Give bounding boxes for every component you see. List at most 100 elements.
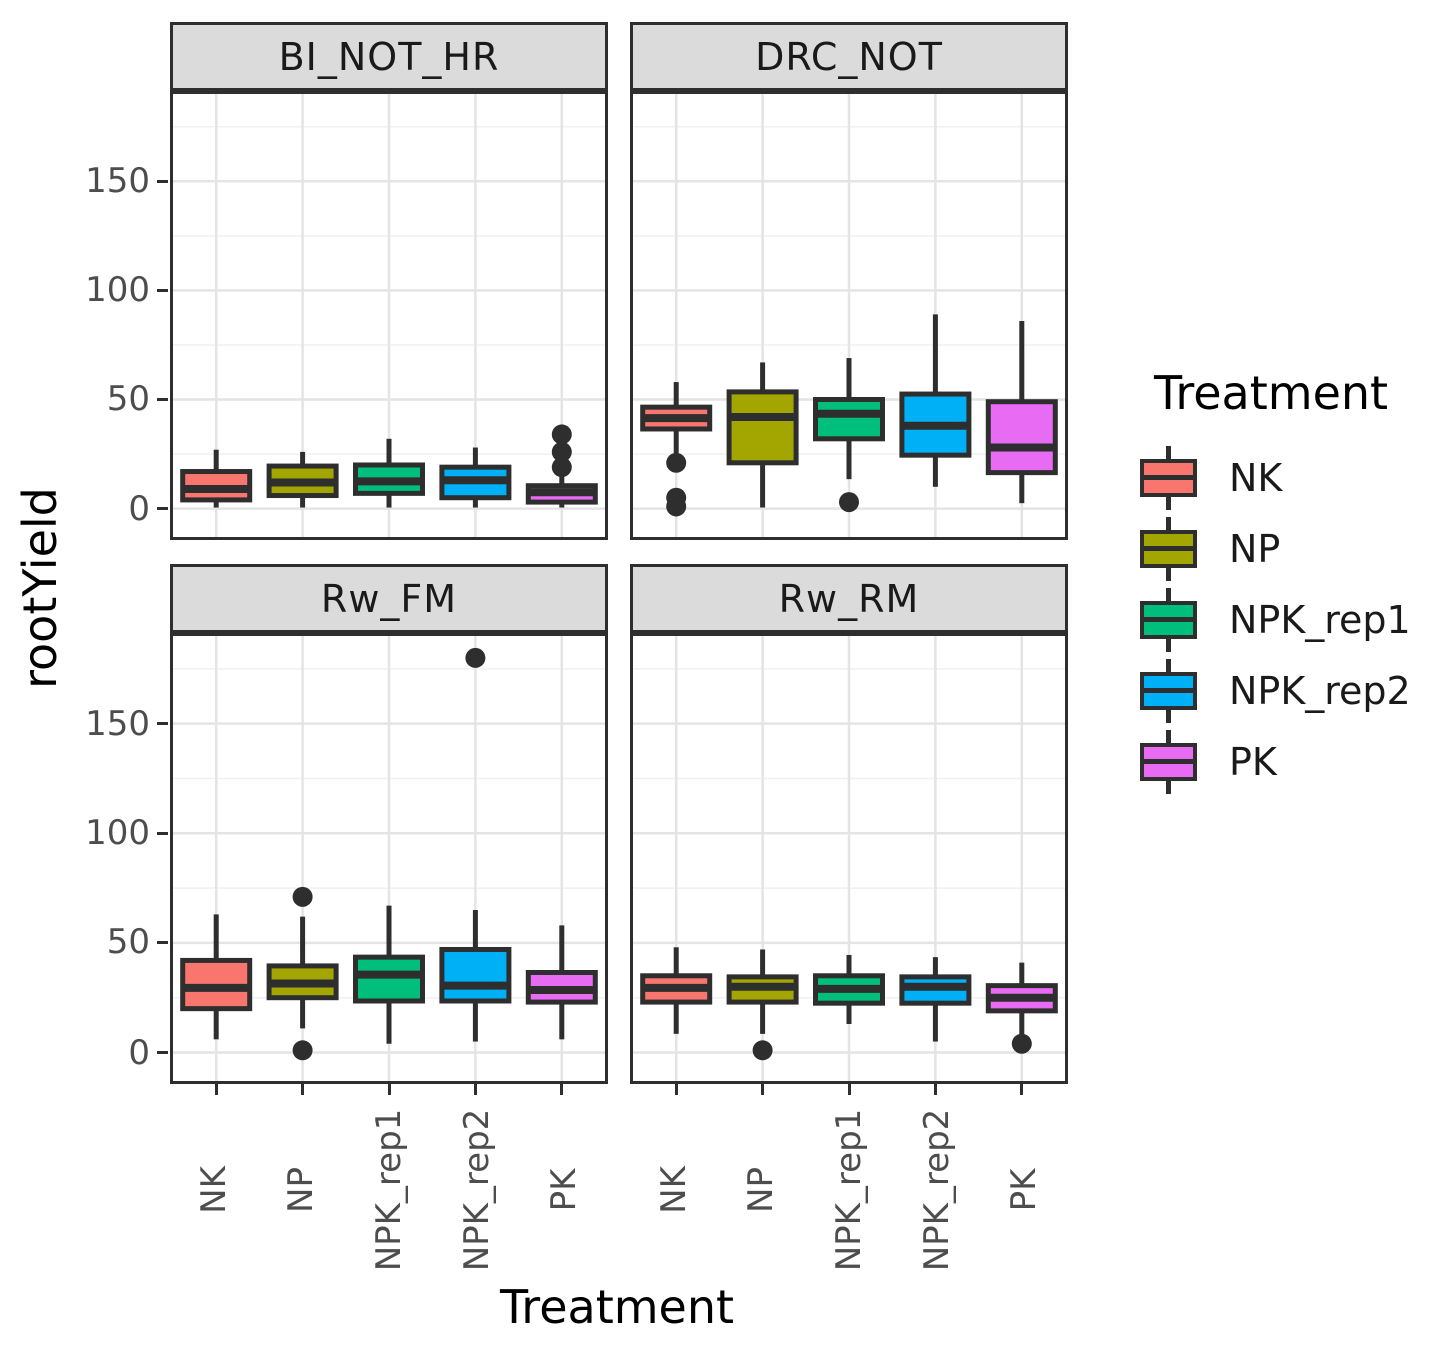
legend-label: NPK_rep1 bbox=[1229, 597, 1411, 642]
boxplot-BI_NOT_HR-NPK_rep1 bbox=[353, 438, 425, 508]
legend-item-nk: NK bbox=[1140, 442, 1450, 513]
y-tick-label: 50 bbox=[106, 379, 150, 419]
boxplot-DRC_NOT-NK bbox=[640, 382, 713, 517]
panel-canvas-DRC_NOT bbox=[633, 94, 1065, 537]
y-axis-tick-mark bbox=[157, 507, 168, 511]
boxplot-key-icon bbox=[1140, 516, 1197, 581]
y-axis-tick-mark bbox=[157, 398, 168, 401]
x-tick-label: NPK_rep2 bbox=[917, 1108, 957, 1272]
x-axis-tick-mark bbox=[674, 1084, 678, 1095]
legend-title: Treatment bbox=[1154, 366, 1389, 420]
x-tick-label: NK bbox=[194, 1166, 234, 1214]
x-axis-tick-mark bbox=[761, 1084, 765, 1095]
facet-strip-bi-not-hr: BI_NOT_HR bbox=[170, 22, 608, 91]
x-tick-label: NP bbox=[741, 1167, 781, 1213]
outlier-point bbox=[551, 424, 572, 445]
panel-canvas-BI_NOT_HR bbox=[173, 94, 605, 537]
legend-label: PK bbox=[1229, 739, 1277, 784]
x-axis-tick-mark bbox=[1020, 1084, 1024, 1095]
x-tick-label: NPK_rep1 bbox=[369, 1108, 409, 1272]
y-tick-label: 150 bbox=[85, 161, 150, 201]
outlier-point bbox=[1011, 1033, 1032, 1054]
boxplot-BI_NOT_HR-NP bbox=[266, 451, 339, 508]
boxplot-DRC_NOT-NPK_rep2 bbox=[899, 314, 972, 487]
panel-canvas-Rw_RM bbox=[633, 636, 1065, 1081]
y-tick-label: 0 bbox=[128, 1033, 150, 1073]
outlier-point bbox=[292, 1040, 313, 1061]
y-axis-tick-mark bbox=[157, 941, 168, 945]
x-tick-label: PK bbox=[1004, 1168, 1044, 1212]
outlier-point bbox=[752, 1040, 773, 1061]
facet-panel-rw-fm bbox=[170, 633, 608, 1084]
boxplot-DRC_NOT-NP bbox=[726, 362, 799, 508]
x-axis-tick-mark bbox=[214, 1084, 218, 1095]
boxplot-BI_NOT_HR-NPK_rep2 bbox=[439, 447, 512, 508]
boxplot-Rw_FM-PK bbox=[525, 925, 598, 1040]
boxplot-key-icon bbox=[1140, 729, 1197, 794]
outlier-point bbox=[465, 647, 486, 668]
outlier-point bbox=[551, 441, 572, 462]
y-tick-label: 100 bbox=[85, 270, 150, 310]
boxplot-Rw_FM-NK bbox=[180, 914, 253, 1040]
outlier-point bbox=[666, 496, 687, 517]
outlier-point bbox=[292, 886, 313, 907]
facet-panel-drc-not bbox=[630, 91, 1068, 540]
y-tick-label: 150 bbox=[85, 704, 150, 744]
boxplot-DRC_NOT-PK bbox=[985, 320, 1058, 504]
legend-label: NK bbox=[1229, 455, 1283, 500]
x-axis-tick-mark bbox=[560, 1084, 564, 1095]
y-axis-tick-mark bbox=[157, 831, 168, 835]
outlier-point bbox=[666, 452, 687, 473]
facet-strip-label: Rw_FM bbox=[320, 576, 458, 621]
legend-item-pk: PK bbox=[1140, 726, 1450, 797]
boxplot-key-icon bbox=[1140, 587, 1197, 652]
legend-items: NK NP NPK_rep1 bbox=[1140, 442, 1450, 797]
legend-item-npk-rep2: NPK_rep2 bbox=[1140, 655, 1450, 726]
x-tick-label: NPK_rep1 bbox=[829, 1108, 869, 1272]
x-axis-title: Treatment bbox=[499, 1280, 735, 1334]
x-axis-tick-mark bbox=[387, 1084, 391, 1095]
legend-item-np: NP bbox=[1140, 513, 1450, 584]
boxplot-BI_NOT_HR-PK bbox=[525, 424, 598, 508]
y-tick-label: 50 bbox=[106, 922, 150, 962]
facet-strip-label: Rw_RM bbox=[778, 576, 920, 621]
boxplot-Rw_RM-NPK_rep1 bbox=[813, 954, 885, 1025]
boxplot-BI_NOT_HR-NK bbox=[180, 449, 253, 508]
boxplot-key-icon bbox=[1140, 658, 1197, 723]
boxplot-Rw_FM-NPK_rep1 bbox=[353, 905, 425, 1044]
outlier-point bbox=[839, 492, 859, 513]
boxplot-Rw_FM-NP bbox=[266, 886, 339, 1061]
x-tick-label: PK bbox=[544, 1168, 584, 1212]
x-axis-tick-mark bbox=[301, 1084, 305, 1095]
x-tick-label: NPK_rep2 bbox=[457, 1108, 497, 1272]
boxplot-Rw_RM-PK bbox=[985, 962, 1058, 1054]
boxplot-Rw_RM-NK bbox=[640, 947, 713, 1034]
y-tick-label: 100 bbox=[85, 813, 150, 853]
boxplot-key-icon bbox=[1140, 445, 1197, 510]
facet-panel-rw-rm bbox=[630, 633, 1068, 1084]
boxplot-Rw_RM-NP bbox=[726, 949, 799, 1061]
y-axis-tick-mark bbox=[157, 722, 168, 726]
facet-panel-bi-not-hr bbox=[170, 91, 608, 540]
legend-item-npk-rep1: NPK_rep1 bbox=[1140, 584, 1450, 655]
y-tick-label: 0 bbox=[128, 489, 150, 529]
boxplot-DRC_NOT-NPK_rep1 bbox=[813, 358, 885, 513]
facet-strip-drc-not: DRC_NOT bbox=[630, 22, 1068, 91]
boxplot-Rw_FM-NPK_rep2 bbox=[439, 647, 512, 1042]
x-tick-label: NP bbox=[281, 1167, 321, 1213]
x-axis-tick-mark bbox=[933, 1084, 937, 1095]
x-axis-tick-mark bbox=[473, 1084, 477, 1095]
y-axis-tick-mark bbox=[157, 288, 168, 292]
outlier-point bbox=[551, 457, 572, 478]
facet-strip-label: DRC_NOT bbox=[755, 34, 943, 79]
boxplot-Rw_RM-NPK_rep2 bbox=[899, 957, 972, 1042]
facet-strip-rw-rm: Rw_RM bbox=[630, 564, 1068, 633]
facet-strip-rw-fm: Rw_FM bbox=[170, 564, 608, 633]
x-tick-label: NK bbox=[654, 1166, 694, 1214]
legend: Treatment NK NP bbox=[1140, 366, 1450, 797]
legend-label: NPK_rep2 bbox=[1229, 668, 1411, 713]
x-axis-tick-mark bbox=[847, 1084, 851, 1095]
facet-strip-label: BI_NOT_HR bbox=[278, 34, 500, 79]
y-axis-tick-mark bbox=[157, 1051, 168, 1054]
